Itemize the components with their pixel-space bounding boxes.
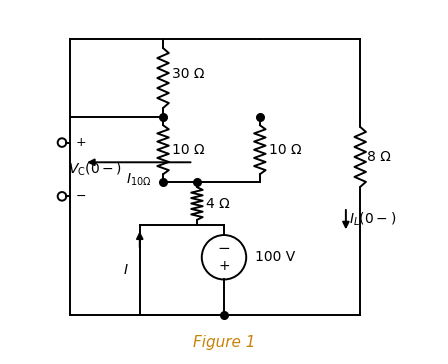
- Text: +: +: [218, 259, 230, 273]
- Text: Figure 1: Figure 1: [193, 336, 255, 351]
- Text: −: −: [75, 190, 86, 203]
- Text: −: −: [218, 241, 230, 256]
- Text: $I_{10\Omega}$: $I_{10\Omega}$: [126, 171, 151, 188]
- Text: 10 Ω: 10 Ω: [172, 143, 205, 157]
- Text: 100 V: 100 V: [255, 250, 295, 264]
- Text: +: +: [75, 136, 86, 149]
- Text: 10 Ω: 10 Ω: [269, 143, 302, 157]
- Text: 30 Ω: 30 Ω: [172, 67, 205, 82]
- Text: $I_L(0-)$: $I_L(0-)$: [349, 211, 397, 228]
- Text: $I$: $I$: [123, 263, 129, 277]
- Text: 4 Ω: 4 Ω: [206, 197, 230, 210]
- Text: $V_{\mathrm{C}}(0-)$: $V_{\mathrm{C}}(0-)$: [68, 161, 122, 178]
- Text: 8 Ω: 8 Ω: [366, 150, 391, 164]
